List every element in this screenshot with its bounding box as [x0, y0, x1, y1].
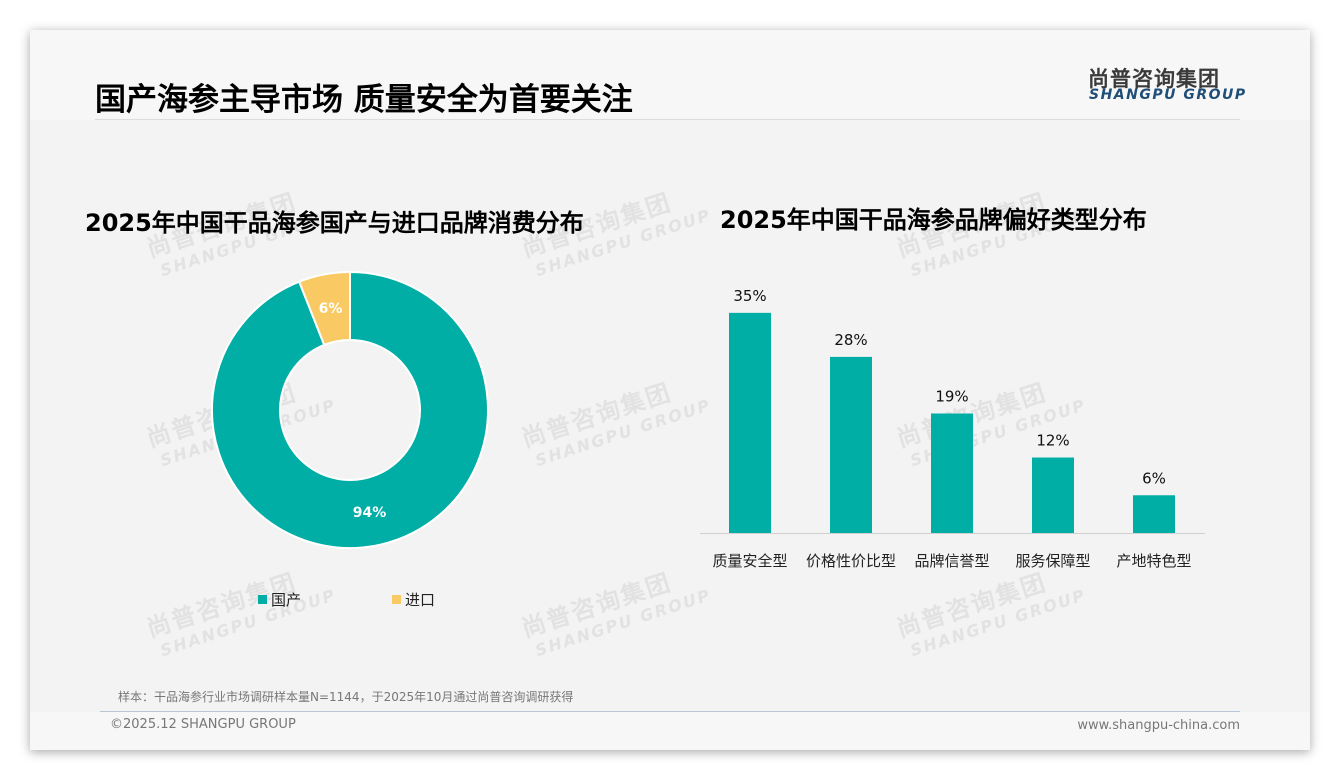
watermark: 尚普咨询集团 SHANGPU GROUP [893, 378, 1089, 471]
donut-data-label: 6% [319, 301, 343, 317]
donut-segment-imported [297, 270, 351, 347]
logo-chinese: 尚普咨询集团 [1088, 67, 1220, 91]
legend-label-domestic: 国产 [271, 591, 302, 609]
bar-chart: 35% 质量安全型 28% 价格性价比型 19% 品牌信誉型 12% 服务保障型 6% 产地特色型 [700, 287, 1205, 570]
source-note: 样本：干品海参行业市场调研样本量N=1144，于2025年10月通过尚普咨询调研… [118, 690, 574, 704]
x-axis-category-label: 价格性价比型 [806, 552, 896, 570]
footer-band [30, 712, 1310, 750]
footer-divider [100, 711, 1240, 712]
page-title: 国产海参主导市场 质量安全为首要关注 [95, 82, 633, 118]
logo-english: SHANGPU GROUP [1089, 87, 1247, 103]
bar-data-label: 28% [834, 331, 867, 349]
watermark: 尚普咨询集团 SHANGPU GROUP [518, 568, 714, 661]
bar [830, 356, 872, 533]
bar-data-label: 12% [1036, 432, 1069, 450]
copyright: ©2025.12 SHANGPU GROUP [110, 717, 296, 732]
x-axis-category-label: 品牌信誉型 [914, 552, 989, 570]
watermark: 尚普咨询集团 SHANGPU GROUP [143, 568, 339, 661]
watermark: 尚普咨询集团 SHANGPU GROUP [143, 378, 339, 471]
donut-chart-title: 2025年中国干品海参国产与进口品牌消费分布 [85, 209, 584, 237]
donut-segment-domestic [211, 270, 489, 549]
legend-item-imported: 进口 [392, 589, 435, 610]
legend-swatch-domestic [258, 595, 267, 604]
bar [931, 413, 973, 533]
x-axis-category-label: 服务保障型 [1015, 552, 1090, 570]
website-link: www.shangpu-china.com [1077, 718, 1240, 733]
donut-data-label: 94% [353, 505, 387, 521]
x-axis-category-label: 产地特色型 [1116, 552, 1191, 570]
header-band [30, 30, 1310, 120]
bar-data-label: 35% [733, 287, 766, 305]
legend-label-imported: 进口 [405, 591, 436, 609]
bar [1032, 457, 1074, 533]
slide: 国产海参主导市场 质量安全为首要关注 尚普咨询集团 SHANGPU GROUP … [30, 30, 1310, 750]
bar-chart-title: 2025年中国干品海参品牌偏好类型分布 [720, 206, 1147, 234]
bar [1133, 495, 1175, 533]
legend-item-domestic: 国产 [258, 589, 301, 610]
watermark: 尚普咨询集团 SHANGPU GROUP [893, 568, 1089, 661]
x-axis-category-label: 质量安全型 [712, 552, 787, 570]
bar [729, 312, 771, 533]
legend-swatch-imported [392, 595, 401, 604]
header-divider [95, 119, 1240, 120]
bar-data-label: 19% [935, 387, 968, 405]
donut-chart: 94% 6% [211, 270, 489, 549]
bar-data-label: 6% [1142, 469, 1166, 487]
watermark: 尚普咨询集团 SHANGPU GROUP [518, 378, 714, 471]
